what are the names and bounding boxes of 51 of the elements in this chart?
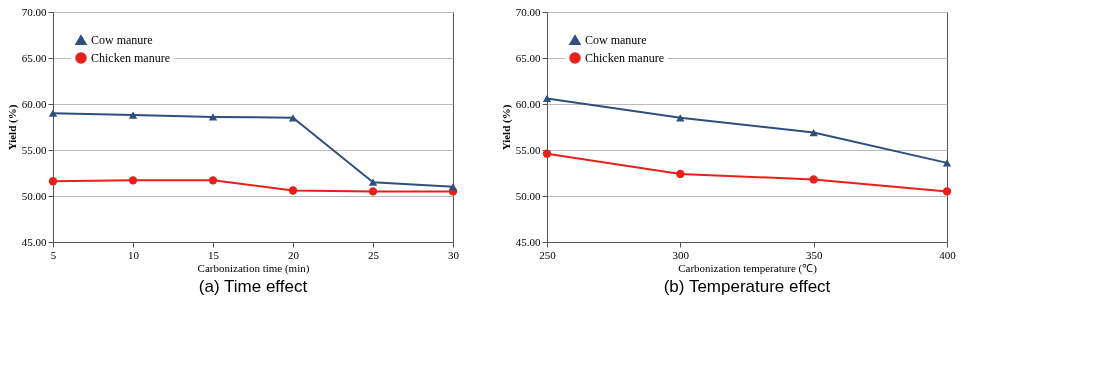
point	[48, 109, 58, 117]
legend-label: Chicken manure	[585, 51, 664, 65]
y-tick-label: 70.00	[21, 5, 47, 18]
x-tick-label: 30	[448, 248, 460, 261]
y-tick-label: 65.00	[21, 51, 47, 64]
legend-label: Cow manure	[585, 33, 647, 47]
point	[448, 183, 458, 191]
point	[676, 169, 685, 179]
x-tick-label: 400	[939, 248, 957, 261]
y-tick-label: 45.00	[515, 235, 541, 248]
point	[542, 94, 552, 103]
x-axis-title: Carbonization temperature (℃)	[678, 261, 818, 275]
point	[942, 187, 952, 196]
point	[368, 178, 378, 186]
legend-label: Cow manure	[91, 33, 153, 47]
x-tick-label: 15	[208, 248, 220, 261]
point	[676, 114, 685, 122]
x-tick-label: 20	[288, 248, 300, 261]
y-tick-label: 45.00	[21, 235, 47, 248]
y-tick-label: 70.00	[515, 5, 541, 18]
legend-label: Chicken manure	[91, 51, 170, 65]
y-axis-title: Yield (%)	[499, 104, 513, 151]
y-tick-label: 55.00	[515, 143, 541, 156]
x-tick-label: 5	[50, 248, 57, 261]
point	[809, 175, 818, 184]
y-tick-label: 55.00	[21, 143, 47, 156]
point	[368, 187, 378, 196]
point	[128, 111, 138, 119]
point	[208, 113, 218, 121]
point	[288, 114, 298, 122]
y-tick-label: 50.00	[515, 189, 541, 202]
point	[288, 186, 298, 195]
y-tick-label: 65.00	[515, 51, 541, 64]
x-tick-label: 25	[368, 248, 380, 261]
x-tick-label: 10	[128, 248, 140, 261]
y-axis-title: Yield (%)	[5, 104, 19, 151]
y-tick-label: 60.00	[21, 97, 47, 110]
y-tick-label: 50.00	[21, 189, 47, 202]
y-tick-label: 60.00	[515, 97, 541, 110]
x-tick-label: 250	[539, 248, 557, 261]
point	[942, 159, 952, 167]
text: (a) Time effect	[198, 277, 308, 296]
x-tick-label: 300	[672, 248, 690, 261]
point	[48, 177, 58, 186]
point	[208, 176, 218, 185]
text: (b) Temperature effect	[663, 277, 831, 296]
x-axis-title: Carbonization time (min)	[197, 261, 310, 275]
point	[128, 176, 138, 185]
point	[542, 149, 552, 158]
point	[809, 128, 818, 137]
x-tick-label: 350	[805, 248, 823, 261]
